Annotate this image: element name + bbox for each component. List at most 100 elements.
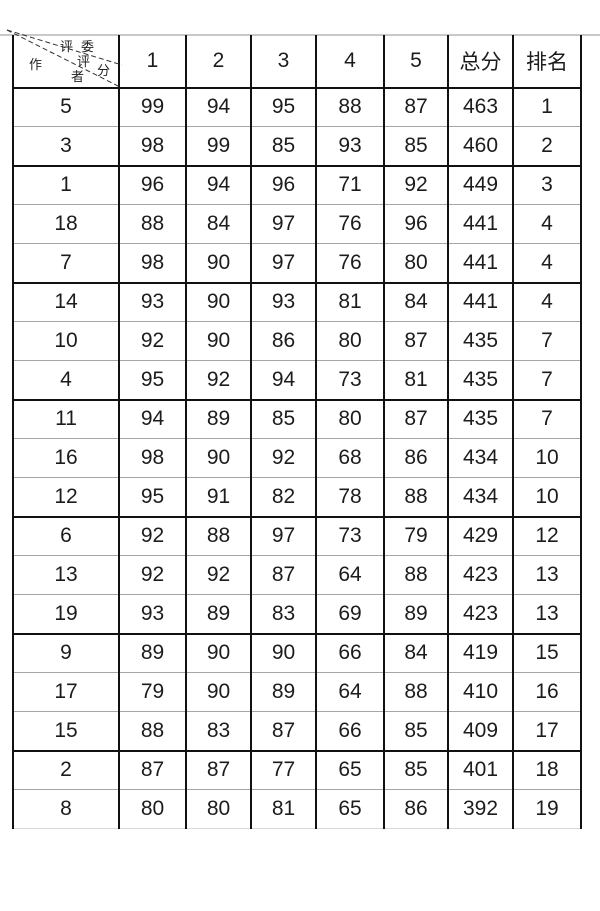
rank-cell: 12 xyxy=(512,516,582,556)
table-row: 18 88 84 97 76 96 441 4 xyxy=(12,204,582,244)
total-cell: 441 xyxy=(447,243,514,284)
score-cell-4: 68 xyxy=(315,438,385,478)
score-cell-1: 92 xyxy=(118,555,187,595)
header-judge-1: 1 xyxy=(118,35,187,89)
author-cell: 14 xyxy=(12,282,120,322)
table-row: 19 93 89 83 69 89 423 13 xyxy=(12,594,582,635)
author-cell: 7 xyxy=(12,243,120,284)
score-cell-3: 97 xyxy=(250,204,317,244)
score-cell-5: 87 xyxy=(383,399,449,439)
total-cell: 463 xyxy=(447,87,514,127)
score-cell-1: 98 xyxy=(118,438,187,478)
corner-label-score-char1: 评 xyxy=(77,54,91,69)
score-cell-4: 65 xyxy=(315,789,385,829)
score-cell-4: 76 xyxy=(315,204,385,244)
score-cell-2: 99 xyxy=(185,126,252,167)
score-cell-2: 94 xyxy=(185,165,252,205)
score-cell-2: 84 xyxy=(185,204,252,244)
score-cell-1: 95 xyxy=(118,360,187,401)
total-cell: 441 xyxy=(447,282,514,322)
total-cell: 409 xyxy=(447,711,514,752)
author-cell: 10 xyxy=(12,321,120,361)
score-cell-3: 90 xyxy=(250,633,317,673)
score-cell-5: 84 xyxy=(383,282,449,322)
author-cell: 2 xyxy=(12,750,120,790)
score-cell-3: 94 xyxy=(250,360,317,401)
score-cell-5: 88 xyxy=(383,555,449,595)
score-cell-4: 71 xyxy=(315,165,385,205)
header-judge-3: 3 xyxy=(250,35,317,89)
rank-cell: 13 xyxy=(512,594,582,635)
score-table: 评委 评 分 作 者 1 2 3 4 5 总分 排名 5 99 94 95 88 87 46… xyxy=(6,29,582,829)
header-total: 总分 xyxy=(447,35,514,89)
table-row: 7 98 90 97 76 80 441 4 xyxy=(12,243,582,284)
score-cell-1: 92 xyxy=(118,321,187,361)
table-row: 3 98 99 85 93 85 460 2 xyxy=(12,126,582,167)
corner-label-score-char2: 分 xyxy=(97,63,111,78)
header-judge-2: 2 xyxy=(185,35,252,89)
score-cell-3: 81 xyxy=(250,789,317,829)
rank-cell: 7 xyxy=(512,321,582,361)
table-row: 16 98 90 92 68 86 434 10 xyxy=(12,438,582,478)
rank-cell: 4 xyxy=(512,204,582,244)
score-cell-1: 92 xyxy=(118,516,187,556)
score-cell-1: 96 xyxy=(118,165,187,205)
corner-label-author-char1: 作 xyxy=(29,57,43,72)
score-cell-5: 86 xyxy=(383,789,449,829)
rank-cell: 16 xyxy=(512,672,582,712)
rank-cell: 17 xyxy=(512,711,582,752)
score-cell-1: 88 xyxy=(118,711,187,752)
total-cell: 435 xyxy=(447,399,514,439)
score-cell-3: 89 xyxy=(250,672,317,712)
table-row: 11 94 89 85 80 87 435 7 xyxy=(12,399,582,439)
header-rank: 排名 xyxy=(512,35,582,89)
author-cell: 6 xyxy=(12,516,120,556)
score-cell-5: 96 xyxy=(383,204,449,244)
author-cell: 18 xyxy=(12,204,120,244)
score-cell-1: 95 xyxy=(118,477,187,518)
table-row: 15 88 83 87 66 85 409 17 xyxy=(12,711,582,752)
table-body: 5 99 94 95 88 87 463 1 3 98 99 85 93 85 460 2 1 96 94 96 71 9… xyxy=(12,87,582,829)
table-row: 10 92 90 86 80 87 435 7 xyxy=(12,321,582,361)
total-cell: 449 xyxy=(447,165,514,205)
score-cell-2: 90 xyxy=(185,282,252,322)
author-cell: 13 xyxy=(12,555,120,595)
score-cell-3: 87 xyxy=(250,555,317,595)
rank-cell: 19 xyxy=(512,789,582,829)
author-cell: 17 xyxy=(12,672,120,712)
rank-cell: 18 xyxy=(512,750,582,790)
rank-cell: 7 xyxy=(512,399,582,439)
score-cell-2: 89 xyxy=(185,594,252,635)
total-cell: 434 xyxy=(447,438,514,478)
total-cell: 423 xyxy=(447,555,514,595)
header-judge-5: 5 xyxy=(383,35,449,89)
total-cell: 434 xyxy=(447,477,514,518)
score-cell-1: 93 xyxy=(118,282,187,322)
score-cell-3: 96 xyxy=(250,165,317,205)
score-cell-1: 98 xyxy=(118,243,187,284)
score-cell-2: 83 xyxy=(185,711,252,752)
score-cell-5: 86 xyxy=(383,438,449,478)
author-cell: 5 xyxy=(12,87,120,127)
table-row: 12 95 91 82 78 88 434 10 xyxy=(12,477,582,518)
rank-cell: 1 xyxy=(512,87,582,127)
author-cell: 16 xyxy=(12,438,120,478)
score-cell-2: 91 xyxy=(185,477,252,518)
table-row: 2 87 87 77 65 85 401 18 xyxy=(12,750,582,790)
total-cell: 419 xyxy=(447,633,514,673)
rank-cell: 10 xyxy=(512,477,582,518)
score-cell-1: 93 xyxy=(118,594,187,635)
rank-cell: 3 xyxy=(512,165,582,205)
score-cell-4: 65 xyxy=(315,750,385,790)
author-cell: 12 xyxy=(12,477,120,518)
score-cell-3: 97 xyxy=(250,243,317,284)
author-cell: 3 xyxy=(12,126,120,167)
score-cell-3: 92 xyxy=(250,438,317,478)
rank-cell: 10 xyxy=(512,438,582,478)
score-cell-1: 88 xyxy=(118,204,187,244)
total-cell: 460 xyxy=(447,126,514,167)
total-cell: 429 xyxy=(447,516,514,556)
table-row: 17 79 90 89 64 88 410 16 xyxy=(12,672,582,712)
score-cell-3: 86 xyxy=(250,321,317,361)
